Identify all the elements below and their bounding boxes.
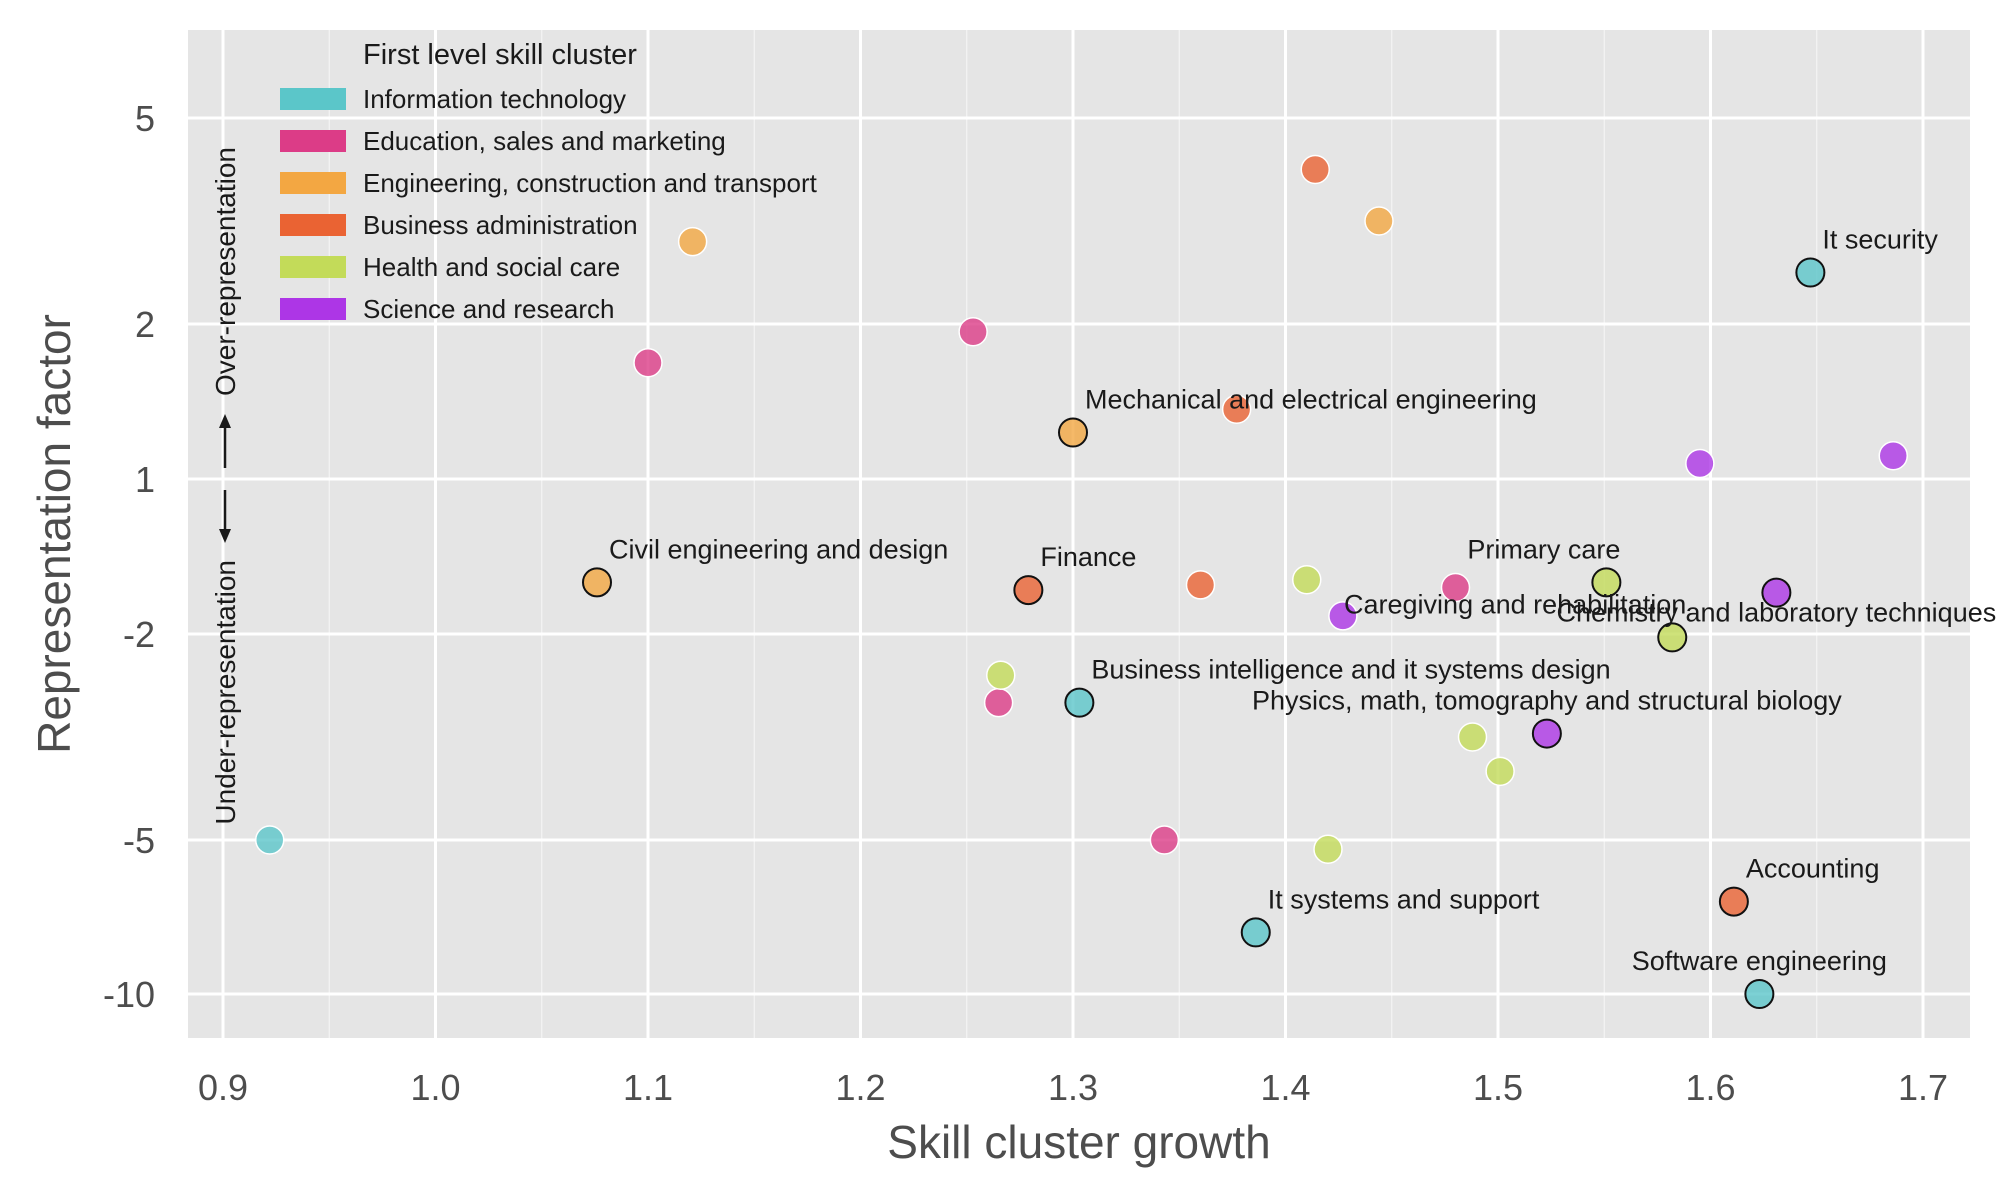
- data-points: [255, 154, 1908, 1009]
- grid-lines: [188, 30, 1970, 1038]
- data-point: [983, 687, 1014, 718]
- y-tick-label: -10: [103, 974, 155, 1015]
- point-label: Physics, math, tomography and structural…: [1252, 686, 1842, 716]
- y-tick-label: -2: [123, 614, 155, 655]
- data-point: [1064, 687, 1095, 718]
- plot-background: [188, 30, 1970, 1038]
- x-tick-label: 1.5: [1473, 1067, 1523, 1108]
- x-axis-title: Skill cluster growth: [887, 1116, 1270, 1168]
- y-tick-label: -5: [123, 820, 155, 861]
- point-label: Software engineering: [1632, 946, 1887, 976]
- x-tick-label: 1.3: [1048, 1067, 1098, 1108]
- legend-entry-label: Education, sales and marketing: [363, 126, 726, 156]
- data-point: [1457, 722, 1488, 752]
- legend-swatch: [280, 130, 346, 152]
- data-point: [1761, 577, 1792, 608]
- data-point: [1795, 257, 1826, 288]
- data-point: [1531, 718, 1562, 749]
- point-labels: It security Business intelligence and it …: [609, 225, 1996, 977]
- representation-arrows: [219, 414, 231, 543]
- data-point: [677, 226, 708, 257]
- legend: First level skill cluster Information te…: [280, 39, 818, 324]
- data-point: [1718, 886, 1749, 917]
- legend-entry-label: Information technology: [363, 84, 626, 114]
- point-label: Business intelligence and it systems des…: [1091, 655, 1610, 685]
- data-point: [633, 348, 663, 378]
- data-point: [1240, 917, 1271, 948]
- data-point: [986, 660, 1016, 690]
- point-label: Caregiving and rehabilitation: [1344, 589, 1686, 619]
- data-point: [1364, 206, 1394, 236]
- legend-swatch: [280, 298, 346, 320]
- legend-entries: Information technology Education, sales a…: [280, 84, 818, 324]
- y-tick-label: 5: [135, 98, 155, 139]
- data-point: [1657, 622, 1688, 653]
- data-point: [582, 567, 612, 598]
- legend-entry-label: Business administration: [363, 210, 638, 240]
- x-tick-label: 1.0: [410, 1067, 460, 1108]
- x-tick-label: 1.7: [1898, 1067, 1948, 1108]
- y-tick-label: 2: [135, 304, 155, 345]
- point-label: It security: [1822, 225, 1938, 255]
- legend-swatch: [280, 88, 346, 110]
- data-point: [1878, 441, 1908, 471]
- legend-swatch: [280, 172, 346, 194]
- over-representation-label: Over-representation: [210, 147, 241, 396]
- data-point: [1221, 394, 1252, 424]
- data-point: [1058, 417, 1088, 448]
- data-point: [1591, 567, 1622, 598]
- legend-entry-label: Health and social care: [363, 252, 620, 282]
- data-point: [1440, 572, 1471, 603]
- data-point: [958, 317, 988, 347]
- point-label: Civil engineering and design: [609, 534, 948, 564]
- x-tick-label: 1.4: [1260, 1067, 1310, 1108]
- data-point: [1485, 756, 1515, 787]
- data-point: [1685, 448, 1715, 479]
- x-tick-label: 1.1: [623, 1067, 673, 1108]
- x-tick-label: 1.2: [835, 1067, 885, 1108]
- data-point: [1013, 575, 1044, 606]
- x-tick-label: 1.6: [1685, 1067, 1735, 1108]
- point-label: Primary care: [1467, 534, 1620, 564]
- legend-swatch: [280, 214, 346, 236]
- down-arrow-head: [219, 529, 231, 543]
- data-point: [1292, 565, 1322, 595]
- legend-entry-label: Science and research: [363, 294, 614, 324]
- point-label: Accounting: [1746, 854, 1880, 884]
- point-label: Finance: [1040, 542, 1136, 572]
- data-point: [1328, 601, 1358, 631]
- up-arrow-head: [219, 414, 231, 428]
- point-label: Chemistry and laboratory techniques: [1557, 598, 1997, 628]
- data-point: [255, 825, 285, 855]
- y-axis-title: Representation factor: [28, 314, 80, 754]
- data-point: [1149, 825, 1180, 855]
- legend-swatch: [280, 256, 346, 278]
- y-tick-labels: 5 2 1 -2 -5 -10: [103, 98, 155, 1015]
- legend-entry-label: Engineering, construction and transport: [363, 168, 818, 198]
- data-point: [1744, 979, 1775, 1009]
- data-point: [1313, 834, 1343, 864]
- x-tick-label: 0.9: [198, 1067, 248, 1108]
- legend-title: First level skill cluster: [363, 39, 637, 71]
- data-point: [1300, 154, 1330, 185]
- x-tick-labels: 0.9 1.0 1.1 1.2 1.3 1.4 1.5 1.6 1.7: [198, 1067, 1948, 1108]
- data-point: [1185, 570, 1216, 600]
- y-tick-label: 1: [135, 459, 155, 500]
- point-label: It systems and support: [1268, 884, 1540, 914]
- under-representation-label: Under-representation: [210, 560, 241, 825]
- point-label: Mechanical and electrical engineering: [1085, 385, 1537, 415]
